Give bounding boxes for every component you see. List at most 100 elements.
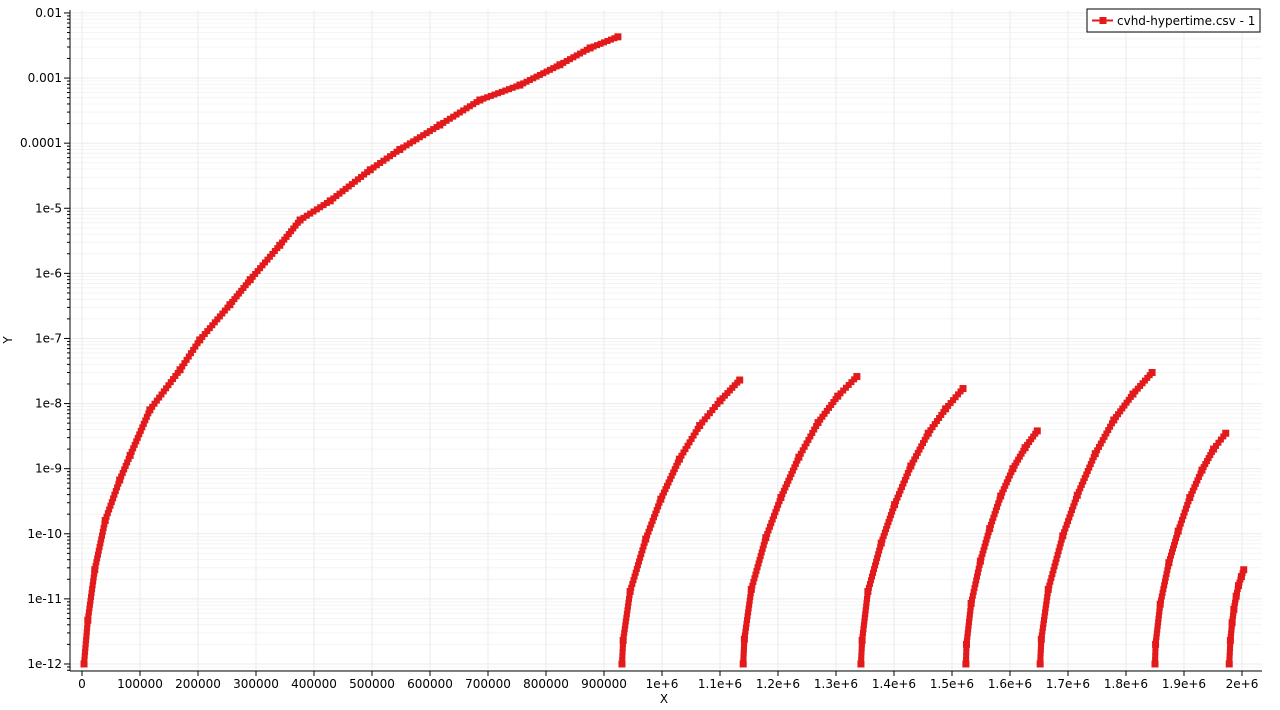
data-marker	[386, 153, 393, 160]
x-tick-label: 1e+6	[646, 677, 679, 691]
data-marker	[93, 559, 100, 566]
data-marker	[403, 142, 410, 149]
data-marker	[870, 569, 877, 576]
data-marker	[1228, 630, 1235, 637]
data-point	[675, 455, 683, 463]
data-marker	[791, 464, 798, 471]
data-marker	[1067, 510, 1074, 517]
data-marker	[108, 499, 115, 506]
x-tick-label: 800000	[523, 677, 569, 691]
data-marker	[740, 646, 747, 653]
data-marker	[122, 462, 129, 469]
data-marker	[655, 503, 662, 510]
data-point	[246, 276, 254, 284]
data-marker	[619, 641, 626, 648]
data-marker	[1184, 502, 1191, 509]
data-marker	[523, 78, 530, 85]
data-marker	[1234, 586, 1241, 593]
data-point	[1044, 585, 1052, 593]
data-marker	[97, 540, 104, 547]
data-marker	[446, 115, 453, 122]
data-marker	[1002, 482, 1009, 489]
data-marker	[597, 40, 604, 47]
data-marker	[966, 615, 973, 622]
data-marker	[971, 585, 978, 592]
data-marker	[740, 650, 747, 657]
data-marker	[671, 466, 678, 473]
data-marker	[95, 547, 102, 554]
data-marker	[91, 570, 98, 577]
data-marker	[310, 208, 317, 215]
data-marker	[1053, 555, 1060, 562]
data-marker	[513, 83, 520, 90]
data-marker	[406, 140, 413, 147]
data-marker	[981, 543, 988, 550]
data-point	[959, 385, 967, 393]
data-marker	[1049, 571, 1056, 578]
data-point	[1210, 445, 1218, 453]
data-marker	[183, 356, 190, 363]
data-marker	[933, 418, 940, 425]
data-marker	[480, 95, 487, 102]
data-marker	[887, 512, 894, 519]
data-marker	[1226, 657, 1233, 664]
data-marker	[1215, 439, 1222, 446]
data-marker	[966, 619, 973, 626]
data-point	[1165, 559, 1173, 567]
data-marker	[81, 656, 88, 663]
data-marker	[333, 193, 340, 200]
data-marker	[1054, 551, 1061, 558]
data-marker	[1005, 475, 1012, 482]
data-marker	[865, 584, 872, 591]
data-marker	[875, 551, 882, 558]
data-marker	[619, 657, 626, 664]
data-point	[476, 96, 484, 104]
data-marker	[913, 453, 920, 460]
data-marker	[98, 536, 105, 543]
data-point	[962, 640, 970, 648]
data-marker	[978, 554, 985, 561]
data-marker	[805, 436, 812, 443]
data-marker	[83, 629, 90, 636]
data-marker	[170, 376, 177, 383]
data-marker	[785, 477, 792, 484]
data-marker	[625, 599, 632, 606]
data-marker	[1154, 623, 1161, 630]
data-marker	[336, 190, 343, 197]
data-marker	[1038, 632, 1045, 639]
x-tick-label: 1.1e+6	[698, 677, 742, 691]
data-marker	[668, 472, 675, 479]
data-marker	[638, 551, 645, 558]
data-marker	[185, 353, 192, 360]
y-axis-label: Y	[1, 336, 15, 345]
data-point	[1073, 491, 1081, 499]
data-marker	[996, 496, 1003, 503]
data-marker	[893, 498, 900, 505]
data-marker	[1055, 548, 1062, 555]
data-point	[1059, 532, 1067, 540]
data-marker	[881, 529, 888, 536]
data-marker	[101, 521, 108, 528]
data-marker	[746, 597, 753, 604]
data-point	[1237, 573, 1245, 581]
x-tick-label: 100000	[117, 677, 163, 691]
data-marker	[153, 397, 160, 404]
data-marker	[165, 382, 172, 389]
data-marker	[992, 507, 999, 514]
data-point	[626, 587, 634, 595]
data-marker	[860, 626, 867, 633]
data-marker	[90, 574, 97, 581]
data-marker	[1071, 499, 1078, 506]
data-marker	[884, 522, 891, 529]
data-marker	[484, 94, 491, 101]
data-point	[116, 476, 124, 484]
data-marker	[936, 414, 943, 421]
data-marker	[110, 495, 117, 502]
x-tick-label: 200000	[175, 677, 221, 691]
data-marker	[901, 477, 908, 484]
data-marker	[498, 88, 505, 95]
data-marker	[112, 488, 119, 495]
data-marker	[963, 653, 970, 660]
data-marker	[1043, 597, 1050, 604]
data-marker	[540, 70, 547, 77]
